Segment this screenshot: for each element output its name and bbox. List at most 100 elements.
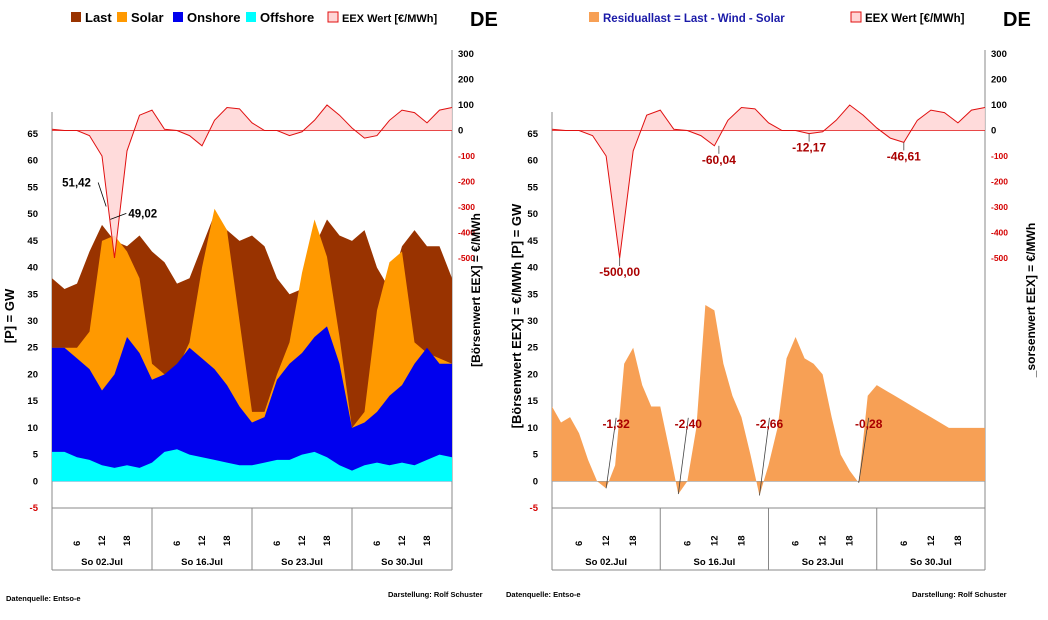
x-hour-tick-label: 12 bbox=[397, 535, 408, 546]
x-day-label: So 30.Jul bbox=[381, 557, 423, 568]
legend-swatch bbox=[589, 12, 599, 22]
annotation-label: -12,17 bbox=[792, 141, 826, 155]
x-hour-tick-label: 18 bbox=[422, 535, 433, 546]
y-tick-label: 45 bbox=[527, 236, 538, 247]
x-day-label: So 16.Jul bbox=[694, 557, 736, 568]
y-tick-label: 65 bbox=[27, 129, 38, 140]
legend-swatch bbox=[71, 12, 81, 22]
y2-tick-label: 200 bbox=[991, 75, 1007, 86]
x-day-label: So 02.Jul bbox=[81, 557, 123, 568]
legend-label: Offshore bbox=[260, 10, 314, 25]
y-tick-label: 30 bbox=[27, 316, 38, 327]
x-day-label: So 23.Jul bbox=[802, 557, 844, 568]
annotation-leader bbox=[110, 213, 127, 220]
legend-label: Onshore bbox=[187, 10, 240, 25]
y2-tick-label: 300 bbox=[458, 49, 474, 60]
legend-swatch-eex bbox=[327, 11, 339, 23]
y-tick-label: 40 bbox=[27, 263, 38, 274]
y-tick-label: 25 bbox=[527, 343, 538, 354]
line-eex bbox=[51, 104, 453, 259]
x-hour-tick-label: 12 bbox=[297, 535, 308, 546]
y2-tick-label: -200 bbox=[991, 177, 1008, 187]
footer-left-source: Datenquelle: Entso-e bbox=[6, 594, 81, 603]
legend-swatch bbox=[117, 12, 127, 22]
y-tick-label: 10 bbox=[527, 423, 538, 434]
area-onshore bbox=[52, 326, 452, 482]
x-hour-tick-label: 6 bbox=[172, 541, 183, 546]
y-tick-label: 15 bbox=[27, 396, 38, 407]
y-tick-label: 35 bbox=[27, 289, 38, 300]
annotation-label: 49,02 bbox=[128, 208, 157, 220]
y2-tick-label: -200 bbox=[458, 177, 475, 187]
annotation-leader bbox=[605, 417, 617, 489]
area-residual bbox=[552, 304, 985, 496]
y-tick-label: 60 bbox=[527, 156, 538, 167]
y-tick-label: 20 bbox=[527, 369, 538, 380]
y-tick-label: 15 bbox=[527, 396, 538, 407]
annotation-label: -46,61 bbox=[887, 149, 921, 163]
x-hour-tick-label: 18 bbox=[222, 535, 233, 546]
left-chart: -505101520253035404550556065-500-400-300… bbox=[2, 9, 498, 571]
x-day-label: So 30.Jul bbox=[910, 557, 952, 568]
country-label: DE bbox=[1003, 9, 1031, 31]
y-axis-title: [Börsenwert EEX] = €/MWh [P] = GW bbox=[509, 203, 524, 428]
y2-tick-label: -500 bbox=[458, 253, 475, 263]
y-tick-label: 55 bbox=[527, 182, 538, 193]
x-hour-tick-label: 6 bbox=[791, 541, 802, 546]
y-tick-label: 20 bbox=[27, 369, 38, 380]
x-hour-tick-label: 18 bbox=[736, 535, 747, 546]
line-eex bbox=[551, 104, 986, 259]
y2-axis-title: _sorsenwert EEX] = €/MWh bbox=[1024, 223, 1038, 378]
y2-tick-label: 100 bbox=[458, 100, 474, 111]
x-hour-tick-label: 6 bbox=[72, 541, 83, 546]
y2-tick-label: 100 bbox=[991, 100, 1007, 111]
y2-tick-label: -400 bbox=[991, 228, 1008, 238]
x-hour-tick-label: 18 bbox=[628, 535, 639, 546]
x-hour-tick-label: 6 bbox=[899, 541, 910, 546]
y-tick-label: -5 bbox=[530, 503, 539, 514]
legend-label: Solar bbox=[131, 10, 164, 25]
x-hour-tick-label: 12 bbox=[818, 535, 829, 546]
annotation-label: -60,04 bbox=[702, 153, 736, 167]
footer-right-source: Datenquelle: Entso-e bbox=[506, 590, 581, 599]
legend-label: Last bbox=[85, 10, 112, 25]
y-tick-label: 5 bbox=[533, 450, 539, 461]
y2-axis-title: [Börsenwert EEX] = €/MWh bbox=[469, 213, 483, 367]
x-hour-tick-label: 12 bbox=[926, 535, 937, 546]
area-eex bbox=[52, 105, 452, 258]
x-hour-tick-label: 6 bbox=[682, 541, 693, 546]
x-hour-tick-label: 6 bbox=[574, 541, 585, 546]
y-tick-label: -5 bbox=[30, 503, 39, 514]
x-hour-tick-label: 18 bbox=[845, 535, 856, 546]
y-tick-label: 10 bbox=[27, 423, 38, 434]
x-day-label: So 16.Jul bbox=[181, 557, 223, 568]
x-hour-tick-label: 18 bbox=[122, 535, 133, 546]
y-axis-title: [P] = GW bbox=[2, 288, 17, 343]
annotation-label: -0,28 bbox=[855, 417, 883, 431]
legend-label: EEX Wert [€/MWh] bbox=[865, 13, 965, 25]
y-tick-label: 60 bbox=[27, 156, 38, 167]
x-hour-tick-label: 6 bbox=[372, 541, 383, 546]
annotation-label: -1,32 bbox=[602, 417, 630, 431]
annotation-label: -2,66 bbox=[756, 417, 784, 431]
annotation-leader bbox=[677, 417, 689, 495]
x-hour-tick-label: 18 bbox=[953, 535, 964, 546]
y2-tick-label: -300 bbox=[991, 202, 1008, 212]
y2-tick-label: -300 bbox=[458, 202, 475, 212]
y2-tick-label: 300 bbox=[991, 49, 1007, 60]
annotation-leader bbox=[97, 182, 107, 207]
area-eex bbox=[552, 105, 985, 258]
y2-tick-label: 0 bbox=[458, 126, 463, 137]
y-tick-label: 5 bbox=[33, 450, 39, 461]
x-hour-tick-label: 12 bbox=[709, 535, 720, 546]
y-tick-label: 50 bbox=[27, 209, 38, 220]
y2-tick-label: -500 bbox=[991, 253, 1008, 263]
y2-tick-label: -100 bbox=[991, 151, 1008, 161]
annotation-label: -2,40 bbox=[675, 417, 703, 431]
right-chart: -505101520253035404550556065-500-400-300… bbox=[509, 9, 1038, 571]
x-day-label: So 02.Jul bbox=[585, 557, 627, 568]
y-tick-label: 65 bbox=[527, 129, 538, 140]
legend-label: EEX Wert [€/MWh] bbox=[342, 13, 437, 25]
x-hour-tick-label: 12 bbox=[601, 535, 612, 546]
